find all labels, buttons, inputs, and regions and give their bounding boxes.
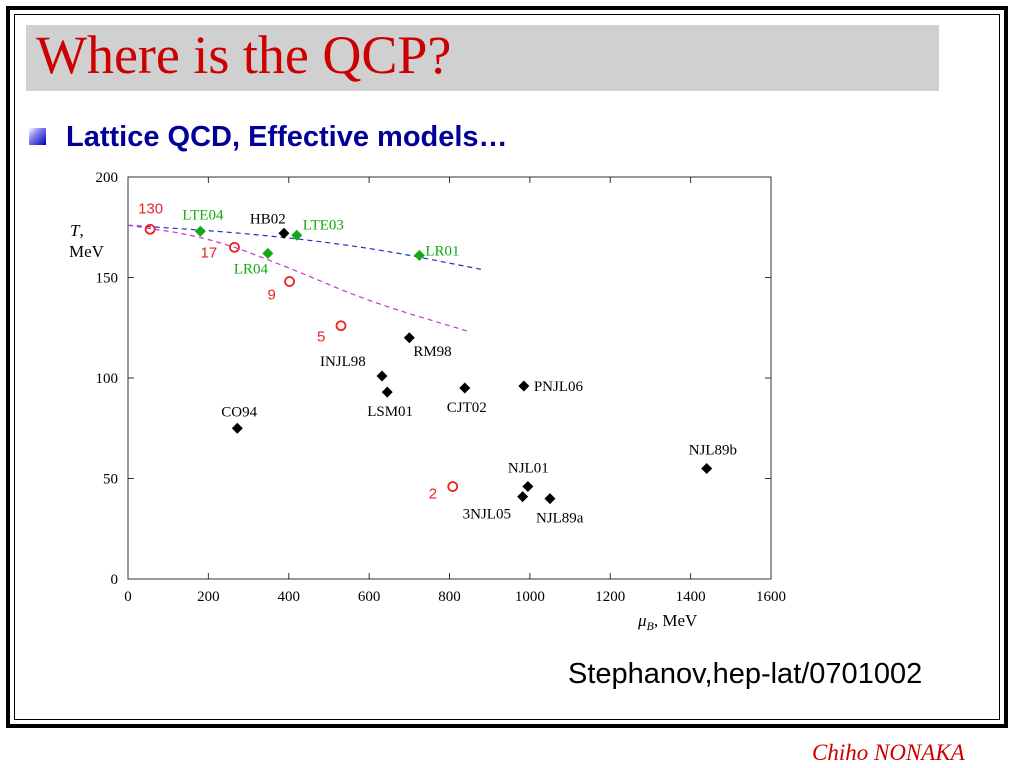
data-point-3njl05 bbox=[517, 491, 529, 503]
data-label-rm98: RM98 bbox=[413, 344, 451, 360]
data-point-2 bbox=[447, 481, 459, 492]
y-tick-label: 50 bbox=[103, 472, 118, 488]
data-label-lte03: LTE03 bbox=[303, 217, 344, 233]
x-tick-label: 600 bbox=[358, 589, 381, 605]
data-label-injl98: INJL98 bbox=[320, 354, 366, 370]
data-point-pnjl06 bbox=[518, 380, 530, 392]
data-label-njl01: NJL01 bbox=[508, 461, 549, 477]
data-label-co94: CO94 bbox=[221, 404, 257, 420]
data-label-lte04: LTE04 bbox=[182, 207, 224, 223]
data-label-pnjl06: PNJL06 bbox=[534, 379, 584, 395]
data-label-17: 17 bbox=[200, 244, 217, 261]
data-label-2: 2 bbox=[429, 486, 437, 503]
data-label-njl89a: NJL89a bbox=[536, 511, 584, 527]
x-tick-label: 800 bbox=[438, 589, 461, 605]
y-tick-label: 200 bbox=[96, 170, 119, 186]
slide-outer-border bbox=[6, 6, 1008, 728]
data-point-cjt02 bbox=[459, 382, 471, 394]
x-axis-label: μB, MeV bbox=[637, 611, 698, 633]
data-point-injl98 bbox=[376, 370, 388, 382]
y-tick-label: 150 bbox=[96, 271, 119, 287]
data-label-cjt02: CJT02 bbox=[447, 400, 487, 416]
data-label-lsm01: LSM01 bbox=[367, 404, 413, 420]
x-tick-label: 200 bbox=[197, 589, 220, 605]
data-point-co94 bbox=[231, 422, 243, 434]
data-point-lsm01 bbox=[381, 386, 393, 398]
data-point-rm98 bbox=[403, 332, 415, 344]
author-name: Chiho NONAKA bbox=[812, 740, 965, 765]
data-point-lr04 bbox=[262, 247, 274, 259]
bullet-text: Lattice QCD, Effective models… bbox=[66, 121, 508, 153]
title-bar: Where is the QCP? bbox=[26, 25, 939, 91]
data-label-lr04: LR04 bbox=[234, 261, 269, 277]
y-tick-label: 0 bbox=[111, 572, 119, 588]
data-point-hb02 bbox=[278, 227, 290, 239]
y-tick-label: 100 bbox=[96, 371, 119, 387]
data-point-17 bbox=[229, 241, 240, 253]
x-tick-label: 1200 bbox=[595, 589, 625, 605]
data-point-9 bbox=[284, 276, 295, 287]
data-point-5 bbox=[335, 320, 347, 332]
data-label-njl89b: NJL89b bbox=[689, 442, 737, 458]
data-label-5: 5 bbox=[317, 329, 325, 346]
x-tick-label: 0 bbox=[124, 589, 132, 605]
data-point-130 bbox=[144, 223, 156, 235]
citation-text: Stephanov,hep-lat/0701002 bbox=[568, 658, 923, 690]
y-axis-unit: MeV bbox=[69, 242, 105, 261]
data-label-130: 130 bbox=[138, 200, 163, 217]
data-label-3njl05: 3NJL05 bbox=[463, 507, 511, 523]
x-tick-label: 1400 bbox=[676, 589, 706, 605]
data-point-lte03 bbox=[291, 229, 303, 241]
data-label-hb02: HB02 bbox=[250, 211, 286, 227]
x-tick-label: 1000 bbox=[515, 589, 545, 605]
data-point-lr01 bbox=[413, 249, 425, 261]
critical-line-0 bbox=[127, 224, 482, 271]
critical-line-1 bbox=[127, 224, 470, 333]
data-point-lte04 bbox=[194, 225, 206, 237]
data-point-njl89a bbox=[544, 493, 556, 505]
data-point-njl01 bbox=[522, 481, 534, 493]
data-label-lr01: LR01 bbox=[425, 243, 459, 259]
y-axis-label: T, bbox=[70, 221, 84, 240]
data-label-9: 9 bbox=[268, 287, 276, 304]
bullet-square-icon bbox=[29, 128, 46, 145]
plot-frame bbox=[127, 176, 772, 580]
x-tick-label: 1600 bbox=[756, 589, 786, 605]
slide-inner-border bbox=[14, 14, 1000, 720]
x-tick-label: 400 bbox=[278, 589, 301, 605]
slide-title: Where is the QCP? bbox=[36, 25, 452, 85]
data-point-njl89b bbox=[701, 462, 713, 474]
